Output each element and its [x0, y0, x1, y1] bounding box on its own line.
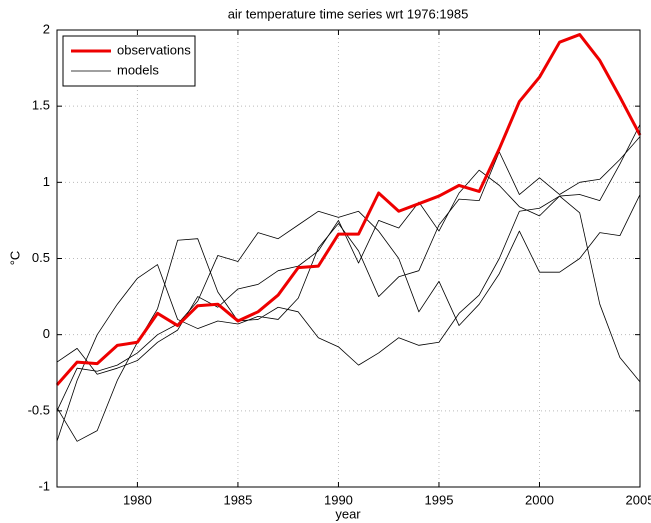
y-tick-label: 0: [43, 326, 50, 341]
y-tick-label: -1: [38, 478, 50, 493]
plot-frame: [56, 29, 641, 488]
y-tick-label: 1: [43, 174, 50, 189]
legend-label: models: [117, 62, 159, 77]
model-line: [56, 136, 641, 442]
y-tick-label: -0.5: [28, 402, 50, 417]
x-tick-label: 1995: [425, 492, 454, 507]
x-tick-label: 2005: [626, 492, 651, 507]
model-line: [56, 124, 641, 442]
model-line: [56, 169, 641, 383]
x-tick-label: 1985: [223, 492, 252, 507]
y-tick-label: 0.5: [32, 250, 50, 265]
x-tick-label: 2000: [525, 492, 554, 507]
model-line: [56, 194, 641, 412]
legend-label: observations: [117, 42, 191, 57]
chart-title: air temperature time series wrt 1976:198…: [228, 6, 469, 21]
observation-line: [55, 33, 642, 386]
legend-box: [62, 35, 196, 87]
y-axis-label: °C: [7, 251, 22, 266]
x-tick-label: 1980: [123, 492, 152, 507]
y-tick-label: 1.5: [32, 98, 50, 113]
x-tick-label: 1990: [324, 492, 353, 507]
y-tick-label: 2: [43, 21, 50, 36]
x-axis-label: year: [335, 506, 361, 521]
